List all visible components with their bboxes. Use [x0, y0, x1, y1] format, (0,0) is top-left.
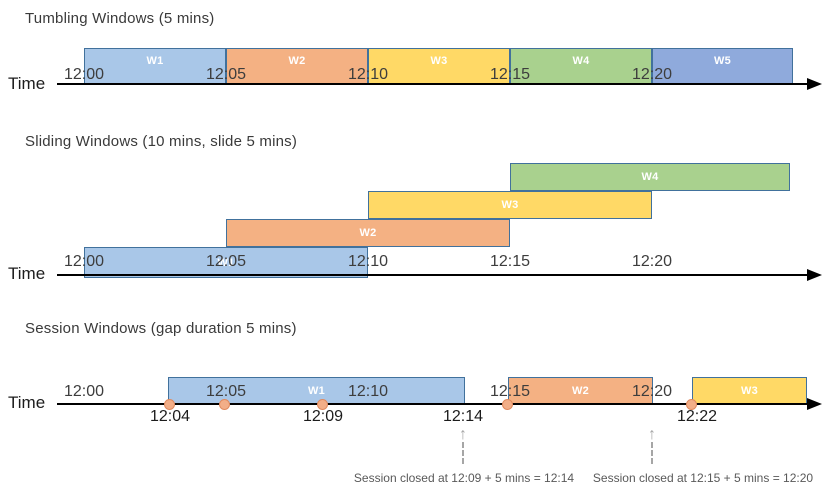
session-tick-1215: 12:15: [489, 383, 531, 400]
session-event-label-1222: 12:22: [676, 408, 718, 425]
session-event-dot-1215: [502, 399, 513, 410]
session-time-axis-label: Time: [8, 393, 46, 412]
sliding-tick-1215: 12:15: [489, 253, 531, 270]
session-tick-1210: 12:10: [347, 383, 389, 400]
tumbling-window-w1-label: W1: [146, 55, 164, 67]
sliding-window-w2-label: W2: [359, 227, 377, 239]
session-window-w2-label: W2: [571, 384, 590, 397]
session-closed-arrow-1214: ↑: [454, 426, 472, 464]
sliding-window-w3: W3: [368, 191, 652, 219]
tumbling-window-w3-label: W3: [430, 55, 448, 67]
sliding-window-w2: W2: [226, 219, 510, 247]
up-arrow-icon: ↑: [648, 426, 656, 443]
tumbling-tick-1220: 12:20: [631, 66, 673, 83]
sliding-axis-arrowhead-icon: [807, 269, 822, 281]
session-tick-1220: 12:20: [631, 383, 673, 400]
tumbling-window-w4-label: W4: [572, 55, 590, 67]
session-window-w2: W2: [508, 377, 653, 404]
sliding-window-w3-label: W3: [501, 199, 519, 211]
session-closed-arrow-1220: ↑: [643, 426, 661, 464]
tumbling-tick-1200: 12:00: [63, 66, 105, 83]
tumbling-tick-1210: 12:10: [347, 66, 389, 83]
session-section-title: Session Windows (gap duration 5 mins): [25, 320, 297, 337]
sliding-tick-1200: 12:00: [63, 253, 105, 270]
tumbling-window-w5: W5: [652, 48, 793, 85]
tumbling-tick-1205: 12:05: [205, 66, 247, 83]
session-event-dot-1204: [164, 399, 175, 410]
sliding-window-w4-label: W4: [641, 171, 659, 183]
sliding-tick-1220: 12:20: [631, 253, 673, 270]
sliding-window-w1-label: W1: [217, 256, 235, 269]
sliding-time-axis-label: Time: [8, 264, 46, 283]
up-arrow-icon: ↑: [459, 426, 467, 443]
sliding-tick-1210: 12:10: [347, 253, 389, 270]
sliding-window-w4: W4: [510, 163, 790, 191]
tumbling-window-w1: W1: [84, 48, 226, 85]
session-closed-caption-1214: Session closed at 12:09 + 5 mins = 12:14: [353, 471, 575, 485]
session-event-label-1209: 12:09: [302, 408, 344, 425]
tumbling-window-w3: W3: [368, 48, 510, 85]
session-event-label-1204: 12:04: [149, 408, 191, 425]
tumbling-window-w5-label: W5: [713, 55, 732, 67]
session-axis-arrowhead-icon: [807, 398, 822, 410]
tumbling-section-title: Tumbling Windows (5 mins): [25, 10, 215, 27]
tumbling-time-axis-label: Time: [8, 74, 46, 93]
tumbling-window-w2-label: W2: [288, 55, 306, 67]
session-window-w3-label: W3: [740, 384, 759, 397]
session-tick-1200: 12:00: [63, 383, 105, 400]
session-event-dot-1209: [317, 399, 328, 410]
session-tick-1205: 12:05: [205, 383, 247, 400]
session-window-w1-label: W1: [307, 384, 326, 397]
session-window-w1: W1: [168, 377, 465, 404]
session-event-dot-1222: [686, 399, 697, 410]
sliding-window-w1: W1: [84, 247, 368, 278]
sliding-tick-1205: 12:05: [205, 253, 247, 270]
session-window-w3: W3: [692, 377, 807, 404]
session-time-axis-line: [57, 403, 808, 405]
sliding-time-axis-line: [57, 274, 808, 276]
session-closed-caption-1220: Session closed at 12:15 + 5 mins = 12:20: [592, 471, 814, 485]
sliding-section-title: Sliding Windows (10 mins, slide 5 mins): [25, 133, 298, 150]
tumbling-time-axis-line: [57, 83, 808, 85]
session-event-dot-1205: [219, 399, 230, 410]
dashed-stem: [462, 442, 464, 464]
tumbling-tick-1215: 12:15: [489, 66, 531, 83]
session-event-label-1214: 12:14: [442, 408, 484, 425]
tumbling-axis-arrowhead-icon: [807, 78, 822, 90]
dashed-stem: [651, 442, 653, 464]
